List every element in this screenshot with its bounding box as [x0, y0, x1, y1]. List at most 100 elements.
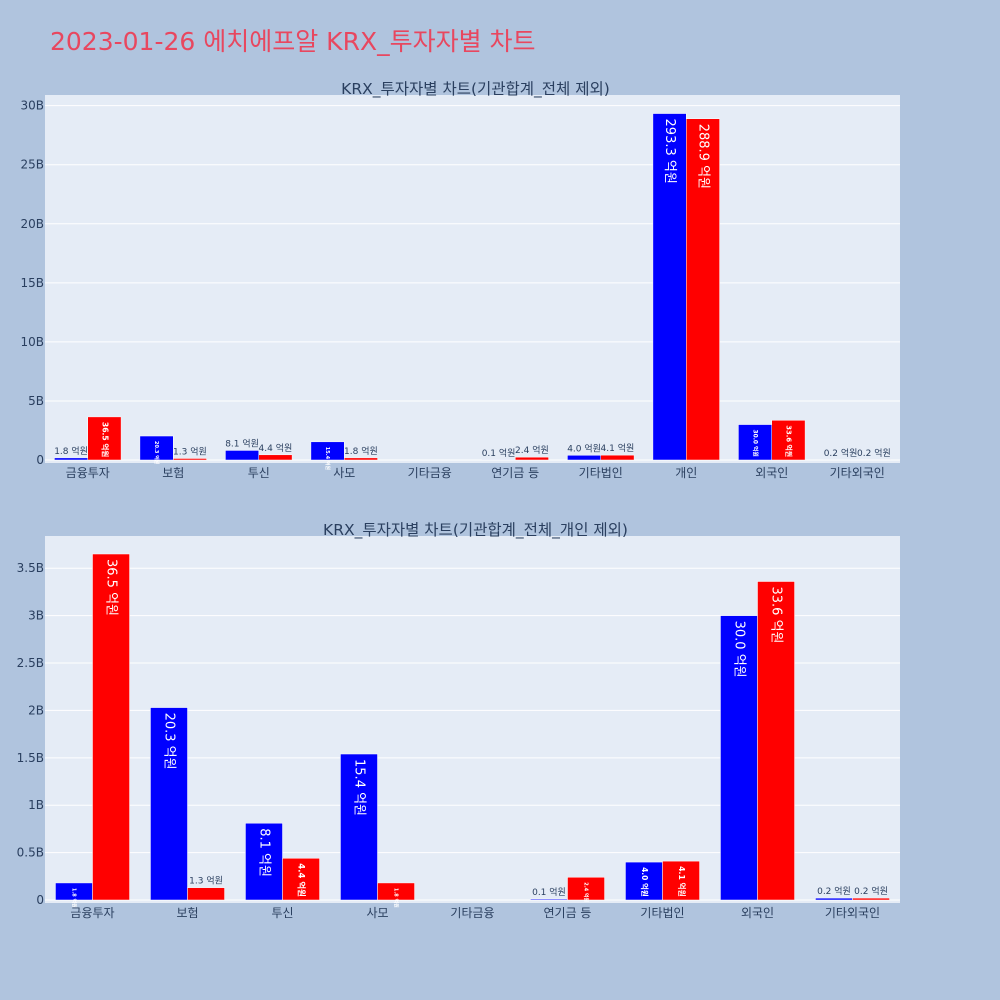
bar-label: 1.3 억원 — [173, 445, 207, 457]
bar-label: 30.0 억원 — [731, 621, 746, 678]
bar — [600, 454, 635, 461]
bar-label: 4.0 억원 — [567, 442, 601, 454]
x-tick-label: 기타외국인 — [825, 906, 880, 920]
y-tick-label: 2.5B — [17, 656, 44, 670]
x-tick-label: 금융투자 — [66, 466, 110, 480]
bar-label: 1.8 억원 — [393, 888, 400, 908]
page-title: 2023-01-26 에치에프알 KRX_투자자별 차트 — [50, 27, 536, 56]
y-tick-label: 0 — [36, 893, 44, 907]
bar — [567, 877, 605, 901]
bar — [344, 457, 378, 461]
bar-label: 0.2 억원 — [824, 447, 858, 459]
bar-group — [55, 553, 890, 901]
bar — [139, 435, 174, 461]
bar-label: 2.4 억원 — [515, 444, 549, 456]
bar-label: 1.8 억원 — [54, 445, 88, 457]
bar-label: 36.5 억원 — [100, 422, 110, 458]
bar-label: 0.2 억원 — [854, 885, 888, 897]
bar-label: 36.5 억원 — [104, 559, 119, 616]
y-tick-label: 0.5B — [17, 846, 44, 860]
x-tick-label: 투신 — [271, 906, 293, 920]
bar-label: 4.4 억원 — [259, 442, 293, 454]
bar — [187, 887, 225, 901]
x-axis: 금융투자 보험 투신 사모 기타금융 연기금 등 기타법인 개인 외국인 기타외국인 — [66, 466, 885, 480]
bar — [852, 897, 890, 901]
bar-label: 33.6 억원 — [784, 425, 793, 457]
bar — [652, 113, 687, 461]
x-tick-label: 연기금 등 — [491, 466, 539, 480]
bar-label: 4.0 억원 — [640, 867, 650, 897]
bar-label: 1.8 억원 — [70, 888, 77, 908]
bar — [377, 882, 415, 901]
bar-label: 0.1 억원 — [482, 447, 516, 459]
bar — [150, 707, 188, 901]
y-axis: 0 5B 10B 15B 20B 25B 30B — [20, 99, 44, 467]
bar-label: 4.1 억원 — [677, 866, 687, 897]
y-tick-label: 15B — [20, 276, 44, 290]
bar-label: 33.6 억원 — [769, 587, 784, 644]
bar — [310, 441, 345, 461]
bar — [245, 822, 283, 901]
x-tick-label: 보험 — [176, 906, 198, 920]
bar — [567, 455, 602, 461]
bar-label: 1.8 억원 — [344, 445, 378, 457]
bar-group — [54, 113, 891, 461]
x-tick-label: 사모 — [366, 906, 388, 920]
bar-label: 20.3 억원 — [161, 713, 176, 770]
bar-labels: 1.8 억원 36.5 억원 20.3 억원 1.3 억원 8.1 억원 4.4 억원 15… — [70, 559, 887, 908]
bar-label: 1.3 억원 — [189, 875, 223, 887]
bar — [815, 897, 853, 901]
x-tick-label: 기타금융 — [408, 466, 452, 480]
x-tick-label: 개인 — [675, 466, 697, 480]
bar-label: 8.1 억원 — [225, 437, 259, 449]
x-tick-label: 기타외국인 — [830, 466, 885, 480]
y-axis: 0 0.5B 1B 1.5B 2B 2.5B 3B 3.5B — [17, 561, 44, 907]
x-tick-label: 기타법인 — [640, 906, 684, 920]
bar — [258, 454, 293, 461]
bar — [757, 581, 795, 901]
bar — [686, 118, 720, 461]
bar — [771, 420, 806, 461]
bar-label: 2.4 억원 — [583, 882, 590, 902]
chart-title: KRX_투자자별 차트(기관합계_전체 제외) — [341, 80, 610, 99]
bar — [340, 753, 378, 901]
bar-label: 293.3 억원 — [662, 119, 677, 184]
y-tick-label: 3B — [28, 609, 44, 623]
bar-label: 0.2 억원 — [857, 447, 891, 459]
investor-chart-excl-individual: 1.8 억원 36.5 억원 20.3 억원 1.3 억원 8.1 억원 4.4 억원 15… — [17, 521, 900, 920]
bar-label: 15.4 억원 — [351, 759, 366, 816]
bar-label: 20.3 억원 — [153, 441, 160, 465]
y-tick-label: 2B — [28, 703, 44, 717]
y-tick-label: 20B — [20, 217, 44, 231]
x-tick-label: 외국인 — [755, 466, 788, 480]
bar — [92, 553, 130, 901]
bar — [54, 457, 88, 461]
bar-label: 4.4 억원 — [296, 863, 307, 897]
bar-label: 8.1 억원 — [256, 828, 271, 877]
bar-label: 0.2 억원 — [817, 885, 851, 897]
bar — [530, 898, 568, 901]
x-axis: 금융투자 보험 투신 사모 기타금융 연기금 등 기타법인 외국인 기타외국인 — [70, 906, 880, 920]
x-tick-label: 보험 — [162, 466, 184, 480]
bar — [662, 860, 700, 901]
x-tick-label: 투신 — [248, 466, 270, 480]
gridlines — [45, 105, 900, 461]
chart-title: KRX_투자자별 차트(기관합계_전체_개인 제외) — [323, 521, 628, 540]
bar — [282, 858, 320, 901]
bar-label: 4.1 억원 — [601, 442, 635, 454]
x-tick-label: 연기금 등 — [544, 906, 592, 920]
bar-label: 288.9 억원 — [695, 124, 710, 189]
x-tick-label: 기타금융 — [450, 906, 494, 920]
bar-label: 15.4 억원 — [324, 447, 331, 471]
x-tick-label: 기타법인 — [579, 466, 623, 480]
y-tick-label: 1.5B — [17, 751, 44, 765]
y-tick-label: 5B — [28, 394, 44, 408]
x-tick-label: 사모 — [333, 466, 355, 480]
bar-label: 0.1 억원 — [532, 886, 566, 898]
bar-label: 30.0 억원 — [752, 430, 760, 457]
x-tick-label: 금융투자 — [70, 906, 114, 920]
plot-area — [45, 95, 900, 463]
bar — [515, 456, 549, 461]
bar — [720, 615, 758, 901]
